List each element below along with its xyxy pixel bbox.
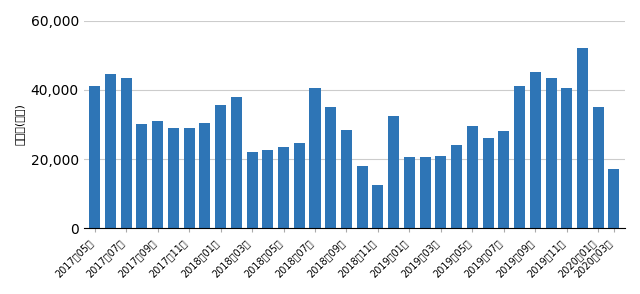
Bar	[152, 121, 163, 228]
Bar	[545, 78, 557, 228]
Bar	[593, 107, 604, 228]
Bar	[356, 166, 368, 228]
Bar	[105, 74, 116, 228]
Bar	[514, 86, 525, 228]
Bar	[215, 105, 226, 228]
Bar	[89, 86, 100, 228]
Bar	[388, 116, 399, 228]
Bar	[262, 151, 273, 228]
Bar	[467, 126, 478, 228]
Bar	[278, 147, 289, 228]
Bar	[231, 97, 242, 228]
Bar	[577, 48, 588, 228]
Bar	[136, 124, 147, 228]
Bar	[294, 143, 305, 228]
Bar	[499, 131, 509, 228]
Bar	[404, 157, 415, 228]
Bar	[483, 138, 493, 228]
Bar	[121, 78, 132, 228]
Bar	[168, 128, 179, 228]
Bar	[341, 130, 352, 228]
Bar	[310, 88, 321, 228]
Bar	[435, 156, 446, 228]
Bar	[199, 123, 211, 228]
Bar	[372, 185, 383, 228]
Bar	[561, 88, 572, 228]
Bar	[246, 152, 257, 228]
Bar	[530, 72, 541, 228]
Bar	[420, 157, 431, 228]
Y-axis label: 거래량(건수): 거래량(건수)	[15, 103, 25, 145]
Bar	[609, 169, 620, 228]
Bar	[325, 107, 336, 228]
Bar	[184, 128, 195, 228]
Bar	[451, 145, 462, 228]
